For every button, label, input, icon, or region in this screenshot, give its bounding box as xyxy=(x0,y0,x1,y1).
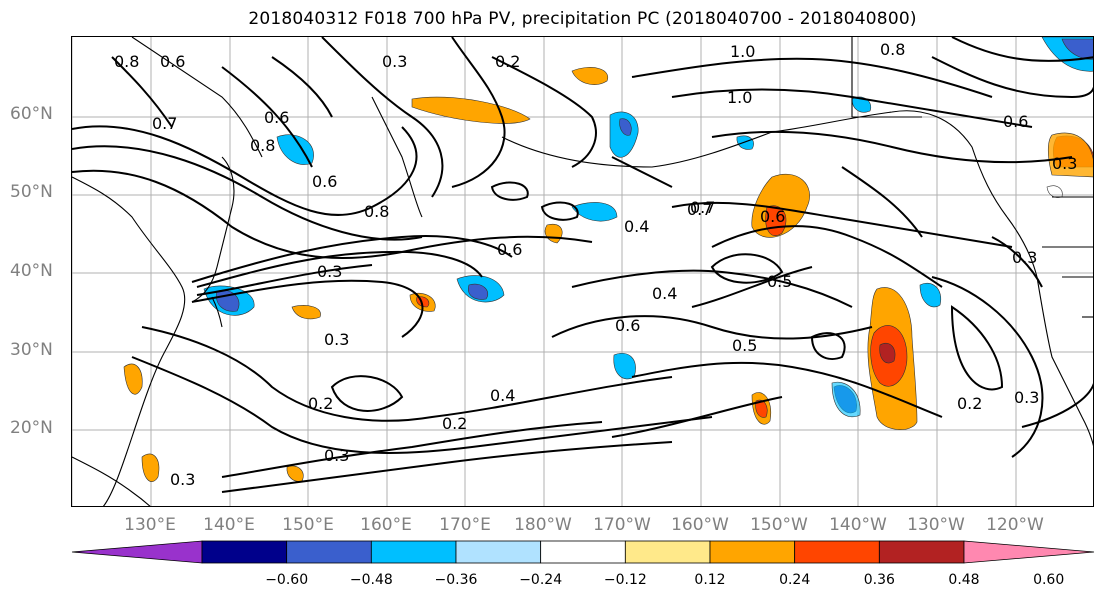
colorbar-tick-label: 0.48 xyxy=(948,572,980,588)
contour-label: 0.8 xyxy=(880,40,905,59)
lat-label-60n: 60°N xyxy=(10,104,53,124)
lon-label-130e: 130°E xyxy=(124,515,176,535)
lon-label-170w: 170°W xyxy=(593,515,651,535)
pv-contours xyxy=(72,37,1093,493)
contour-label: 0.6 xyxy=(264,108,289,127)
contour-label: 0.7 xyxy=(687,200,712,219)
lon-label-140e: 140°E xyxy=(203,515,255,535)
colorbar-segment xyxy=(709,540,796,564)
colorbar-tick-label: −0.48 xyxy=(349,572,393,588)
colorbar-segment xyxy=(624,540,711,564)
lat-label-20n: 20°N xyxy=(10,418,53,438)
colorbar xyxy=(71,540,1095,564)
contour-label: 0.3 xyxy=(170,470,195,489)
contour-label: 0.6 xyxy=(312,172,337,191)
contour-label: 0.7 xyxy=(690,198,715,217)
contour-label: 0.6 xyxy=(1003,112,1028,131)
contour-label: 0.3 xyxy=(1052,154,1077,173)
colorbar-segment xyxy=(286,540,372,564)
lon-label-160w: 160°W xyxy=(671,515,729,535)
contour-label: 0.4 xyxy=(624,217,649,236)
contour-label: 0.4 xyxy=(490,386,515,405)
contour-labels: 0.8 0.6 0.3 0.2 1.0 0.8 1.0 0.7 0.8 0.6 … xyxy=(114,40,1077,489)
contour-label: 0.2 xyxy=(495,52,520,71)
contour-label: 0.6 xyxy=(615,316,640,335)
colorbar-segment xyxy=(455,540,542,564)
contour-label: 0.3 xyxy=(324,330,349,349)
contour-label: 0.3 xyxy=(317,262,342,281)
contour-label: 1.0 xyxy=(727,88,752,107)
contour-label: 0.6 xyxy=(760,207,785,226)
lon-label-160e: 160°E xyxy=(360,515,412,535)
lat-label-40n: 40°N xyxy=(10,261,53,281)
colorbar-tick-label: 0.24 xyxy=(779,572,811,588)
contour-label: 0.2 xyxy=(957,394,982,413)
contour-label: 0.3 xyxy=(324,446,349,465)
colorbar-tick-label: 0.60 xyxy=(1033,572,1065,588)
contour-label: 0.5 xyxy=(732,336,757,355)
colorbar-segment xyxy=(794,540,880,564)
lon-label-120w: 120°W xyxy=(986,515,1044,535)
colorbar-tick-label: −0.36 xyxy=(434,572,478,588)
colorbar-segment xyxy=(370,540,457,564)
lon-label-150e: 150°E xyxy=(282,515,334,535)
lon-label-180w: 180°W xyxy=(514,515,572,535)
contour-label: 0.3 xyxy=(1012,248,1037,267)
contour-label: 0.6 xyxy=(160,52,185,71)
contour-label: 0.2 xyxy=(308,394,333,413)
contour-label: 0.8 xyxy=(364,202,389,221)
contour-label: 1.0 xyxy=(730,42,755,61)
lon-label-170e: 170°E xyxy=(439,515,491,535)
colorbar-segment xyxy=(878,540,965,564)
colorbar-segment xyxy=(540,540,626,564)
contour-label: 0.5 xyxy=(767,272,792,291)
colorbar-extend-max xyxy=(963,540,1095,564)
lon-label-130w: 130°W xyxy=(907,515,965,535)
map-canvas: 0.8 0.6 0.3 0.2 1.0 0.8 1.0 0.7 0.8 0.6 … xyxy=(72,37,1093,506)
colorbar-tick-label: −0.60 xyxy=(265,572,309,588)
lat-label-30n: 30°N xyxy=(10,340,53,360)
colorbar-extend-min xyxy=(71,540,203,564)
contour-label: 0.8 xyxy=(114,52,139,71)
lon-label-150w: 150°W xyxy=(750,515,808,535)
contour-label: 0.4 xyxy=(652,284,677,303)
colorbar-tick-label: −0.24 xyxy=(519,572,563,588)
contour-label: 0.6 xyxy=(497,240,522,259)
lon-label-140w: 140°W xyxy=(829,515,887,535)
map-panel: 0.8 0.6 0.3 0.2 1.0 0.8 1.0 0.7 0.8 0.6 … xyxy=(71,36,1094,507)
contour-label: 0.3 xyxy=(382,52,407,71)
lat-label-50n: 50°N xyxy=(10,182,53,202)
contour-label: 0.8 xyxy=(250,136,275,155)
contour-label: 0.2 xyxy=(442,414,467,433)
colorbar-tick-label: 0.12 xyxy=(694,572,726,588)
colorbar-tick-label: 0.36 xyxy=(863,572,895,588)
contour-label: 0.7 xyxy=(152,114,177,133)
colorbar-tick-label: −0.12 xyxy=(603,572,647,588)
coastlines xyxy=(72,37,1093,506)
map-title: 2018040312 F018 700 hPa PV, precipitatio… xyxy=(248,9,917,29)
colorbar-segment xyxy=(201,540,288,564)
contour-label: 0.3 xyxy=(1014,388,1039,407)
